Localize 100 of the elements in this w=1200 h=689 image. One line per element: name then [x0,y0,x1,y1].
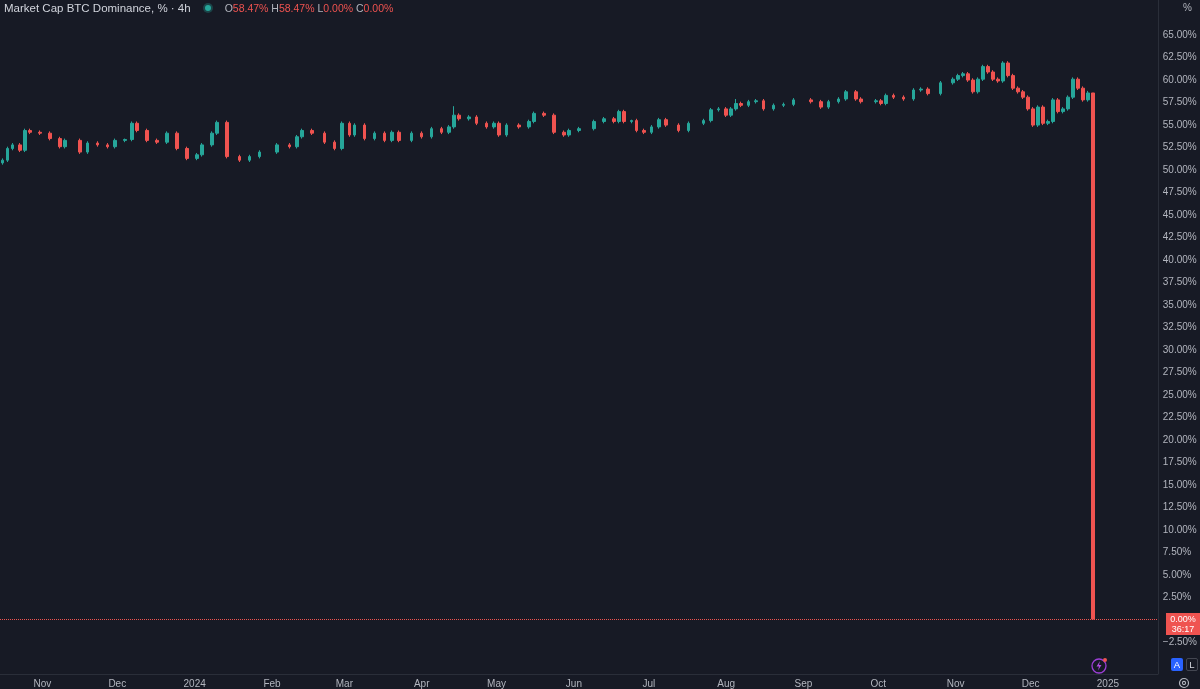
y-tick-label: 10.00% [1162,523,1197,535]
candlestick [123,138,127,143]
candlestick [612,116,616,124]
x-tick-label: 2024 [183,677,207,689]
candlestick [650,124,653,135]
y-tick-label: 47.50% [1162,186,1197,198]
candlestick [772,102,775,112]
x-tick-label: Sep [794,677,813,689]
candlestick [792,97,795,107]
candlestick [844,89,848,102]
candlestick [457,112,461,122]
candlestick [542,111,546,118]
candlestick [592,119,596,131]
candlestick [397,129,401,143]
y-tick-label: 55.00% [1162,118,1197,130]
candlestick [622,109,626,124]
candlestick [18,142,22,153]
candlestick [238,154,241,163]
candlestick [145,128,149,143]
annotation: O58.47% H58.47% L0.00% C0.00% [224,2,394,14]
x-tick-label: Nov [33,677,52,689]
candlestick [373,130,376,141]
candlestick [275,142,279,155]
candlestick [1,157,4,166]
candlestick [135,120,139,133]
candlestick [58,136,62,149]
candlestick [782,102,785,108]
x-tick-label: Oct [870,677,887,689]
toggle-button: A [1171,658,1183,671]
y-tick-label: 52.50% [1162,141,1197,153]
y-tick-label: 57.50% [1162,96,1197,108]
candlestick [113,138,117,149]
candlestick [353,122,356,138]
candlestick [739,101,743,108]
candlestick [348,120,351,138]
candlestick [175,130,179,151]
y-tick-label: 50.00% [1162,163,1197,175]
y-tick-label: 60.00% [1162,73,1197,85]
x-tick-label: Dec [1021,677,1040,689]
candlestick [754,98,758,104]
y-tick-label: 17.50% [1162,456,1197,468]
candlestick [747,99,750,108]
candlestick [642,128,646,135]
candlestick [837,96,840,104]
candlestick [86,140,89,155]
ref-line-label: 0.00% [1169,614,1197,625]
candlestick [63,138,67,149]
candlestick [310,128,314,136]
candlestick [11,142,14,151]
candlestick [1056,97,1060,114]
candlestick [552,112,556,135]
candlestick [762,98,765,112]
candlestick [1041,104,1045,126]
candlestick [185,146,189,161]
candlestick [939,80,942,96]
candlestick [912,87,915,102]
candlestick [492,120,496,130]
candlestick [410,130,413,143]
candlestick [6,146,9,163]
candlestick [617,109,621,124]
candlestick [333,139,336,151]
candlestick [702,118,705,126]
y-tick-label: 40.00% [1162,253,1197,265]
candlestick [96,140,99,148]
y-tick-label: 65.00% [1162,28,1197,40]
candlestick [635,118,638,133]
candlestick [1036,104,1040,128]
candlestick [225,120,229,159]
candlestick [23,128,27,153]
candlestick [497,120,501,138]
chart-title: Market Cap BTC Dominance, % · 4h [4,1,191,15]
x-tick-label: Aug [717,677,736,689]
candlestick [630,119,633,124]
x-tick-label: Feb [263,677,282,689]
candlestick [430,126,433,140]
y-tick-label: 7.50% [1162,546,1192,558]
candlestick [717,106,720,113]
candlestick [709,107,713,123]
candlestick [106,142,109,149]
candlestick [467,114,471,122]
candlestick [390,129,394,143]
y-tick-label: 42.50% [1162,231,1197,243]
y-axis-title: % [1183,2,1192,13]
y-tick-label: 32.50% [1162,321,1197,333]
candlestick [505,122,508,138]
y-tick-label: 35.00% [1162,298,1197,310]
y-tick-label: 27.50% [1162,366,1197,378]
candlestick [827,99,830,110]
y-tick-label: 12.50% [1162,501,1197,513]
candlestick [288,142,291,149]
candlestick [657,117,661,130]
candlestick [517,122,521,130]
text: 36:17 [1170,624,1196,635]
candlestick [567,128,571,138]
candlestick [1001,60,1005,84]
candlestick [155,138,159,145]
candlestick [475,114,478,126]
x-tick-label: May [487,677,507,689]
candlestick [677,122,680,133]
candlestick [919,86,923,93]
